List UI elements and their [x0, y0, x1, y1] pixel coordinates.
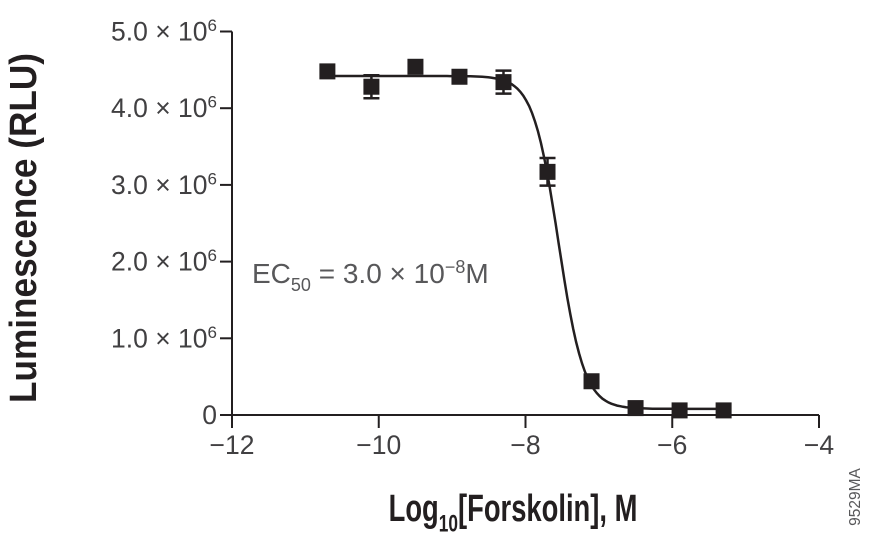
data-point-square	[627, 400, 644, 417]
data-point-square	[495, 74, 512, 91]
fit-curve	[323, 74, 726, 411]
data-points	[319, 58, 732, 419]
data-point-square	[363, 78, 380, 95]
x-tick-label: −12	[210, 430, 255, 460]
x-tick-label: −6	[657, 430, 687, 460]
y-tick-label: 5.0 × 106	[111, 16, 217, 47]
tick-labels: 0 1.0 × 106 2.0 × 106 3.0 × 106 4.0 × 106 5.0…	[111, 16, 834, 460]
data-point-square	[583, 373, 600, 390]
error-bars	[363, 69, 556, 187]
watermark-code: 9529MA	[847, 467, 864, 525]
data-point-square	[539, 163, 556, 180]
y-tick-label: 3.0 × 106	[111, 169, 217, 200]
x-tick-label: −8	[510, 430, 540, 460]
y-tick-label: 0	[202, 400, 217, 430]
data-point-square	[319, 63, 336, 80]
data-point-square	[451, 68, 468, 85]
x-axis-title: Log10[Forskolin], M	[389, 488, 638, 538]
x-tick-label: −4	[804, 430, 834, 460]
x-tick-label: −10	[356, 430, 401, 460]
y-tick-label: 2.0 × 106	[111, 246, 217, 277]
y-tick-label: 4.0 × 106	[111, 93, 217, 124]
sigmoid-curve	[323, 74, 726, 411]
data-point-square	[715, 402, 732, 419]
y-axis-title: Luminescence (RLU)	[3, 53, 45, 403]
data-point-square	[671, 402, 688, 419]
y-tick-label: 1.0 × 106	[111, 323, 217, 354]
ec50-annotation: EC50 = 3.0 × 10−8M	[252, 257, 489, 295]
data-point-square	[407, 58, 424, 75]
